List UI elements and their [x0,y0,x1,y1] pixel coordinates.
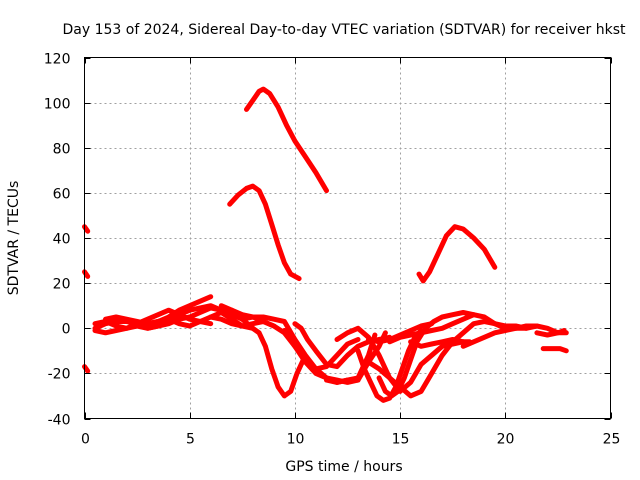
y-tick-label: -20 [48,367,71,383]
data-series-track-23 [408,337,472,349]
y-tick-labels: -40 -20 0 20 40 60 80 100 120 [44,52,71,429]
data-series-track-3 [416,224,498,284]
x-tick-label: 25 [603,432,621,448]
data-series-track-27 [324,330,388,385]
data-series-track-9 [92,307,214,336]
data-series-track-18 [355,328,424,403]
x-tick-label: 20 [497,432,515,448]
y-tick-label: 0 [62,322,71,338]
x-axis-title: GPS time / hours [285,459,402,475]
x-tick-label: 10 [287,432,305,448]
chart-title: Day 153 of 2024, Sidereal Day-to-day VTE… [63,22,626,38]
x-tick-labels: 0 5 10 15 20 25 [81,432,620,448]
data-series-track-26 [540,346,569,354]
x-tick-label: 5 [186,432,195,448]
y-tick-label: 20 [53,277,71,293]
data-series-track-24 [460,323,540,349]
grid [84,57,611,419]
data-series-track-13 [229,307,306,399]
data-series-track-1 [244,86,329,194]
ticks [84,57,612,420]
data-series-track-5 [82,269,91,279]
x-tick-label: 15 [392,432,410,448]
y-tick-label: 100 [44,97,71,113]
x-tick-label: 0 [81,432,90,448]
plot-frame [84,57,611,419]
y-tick-label: 60 [53,187,71,203]
y-tick-label: 40 [53,232,71,248]
data-series-track-6 [82,364,91,374]
data-series-track-10 [103,310,256,331]
y-tick-label: 80 [53,142,71,158]
data-series-track-25 [534,330,569,338]
y-tick-label: 120 [44,52,71,68]
data-series-track-2 [227,183,302,282]
data-tracks [82,86,569,403]
y-tick-label: -40 [48,413,71,429]
y-axis-title: SDTVAR / TECUs [6,181,22,296]
data-series-track-4 [82,224,91,234]
